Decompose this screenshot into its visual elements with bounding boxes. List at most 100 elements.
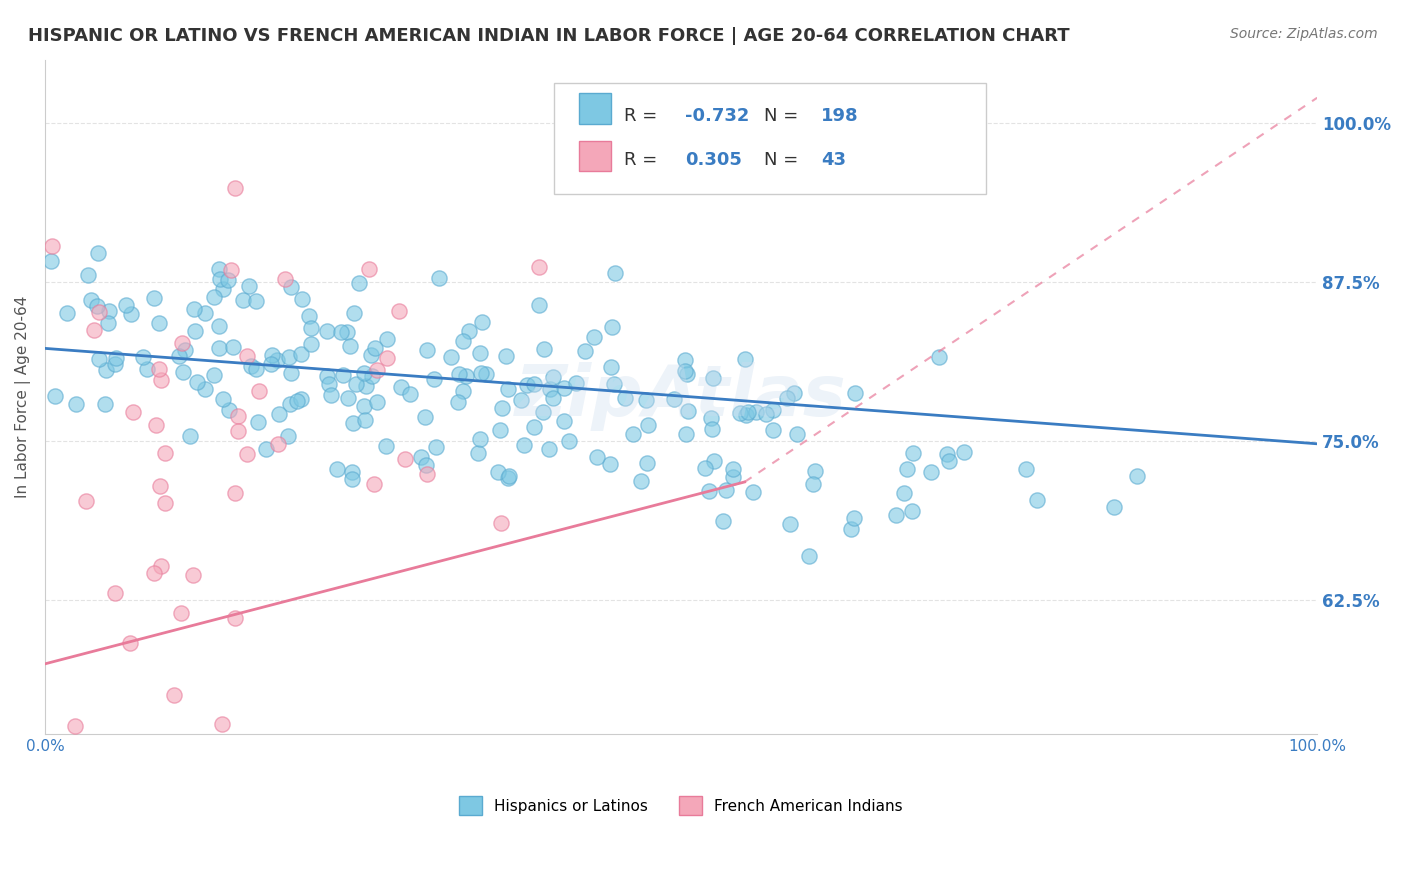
Point: [456, 368, 478, 383]
Point: [316, 368, 339, 383]
Point: [163, 688, 186, 702]
Point: [636, 393, 658, 408]
Point: [599, 457, 621, 471]
Point: [56, 306, 79, 320]
Point: [495, 349, 517, 363]
Point: [415, 458, 437, 472]
Point: [236, 349, 259, 363]
Point: [221, 340, 243, 354]
Point: [533, 342, 555, 356]
Point: [145, 417, 167, 432]
Point: [354, 413, 377, 427]
Point: [553, 414, 575, 428]
Point: [142, 292, 165, 306]
Point: [449, 367, 471, 381]
Point: [238, 278, 260, 293]
FancyBboxPatch shape: [554, 83, 987, 194]
Point: [122, 405, 145, 419]
Point: [277, 429, 299, 443]
Point: [120, 307, 142, 321]
Point: [697, 483, 720, 498]
Point: [340, 472, 363, 486]
Point: [104, 586, 127, 600]
Point: [332, 368, 354, 383]
Point: [928, 350, 950, 364]
Point: [254, 442, 277, 456]
Point: [475, 367, 498, 381]
Point: [364, 341, 387, 355]
Point: [247, 415, 270, 429]
Point: [755, 407, 778, 421]
Point: [413, 409, 436, 424]
Point: [155, 446, 177, 460]
Point: [728, 406, 751, 420]
Point: [172, 335, 194, 350]
Point: [290, 392, 312, 407]
Point: [797, 549, 820, 563]
Point: [212, 282, 235, 296]
Point: [172, 365, 194, 379]
Point: [211, 717, 233, 731]
Point: [360, 368, 382, 383]
Point: [375, 439, 398, 453]
Point: [100, 743, 122, 757]
Point: [247, 384, 270, 399]
Point: [232, 293, 254, 308]
Point: [363, 477, 385, 491]
Point: [409, 450, 432, 464]
Point: [347, 276, 370, 290]
Point: [762, 423, 785, 437]
Point: [783, 385, 806, 400]
Point: [179, 429, 201, 443]
Point: [375, 351, 398, 366]
Point: [148, 362, 170, 376]
Point: [287, 394, 309, 409]
Point: [471, 315, 494, 329]
Point: [621, 426, 644, 441]
Point: [183, 302, 205, 317]
Point: [893, 486, 915, 500]
Point: [224, 181, 246, 195]
Text: 0.305: 0.305: [685, 151, 742, 169]
Point: [65, 397, 87, 411]
Point: [451, 334, 474, 348]
Point: [1102, 500, 1125, 515]
Point: [86, 299, 108, 313]
Point: [1025, 493, 1047, 508]
Point: [440, 350, 463, 364]
Point: [148, 479, 170, 493]
Point: [44, 389, 66, 403]
Point: [702, 371, 724, 385]
Point: [174, 343, 197, 357]
Point: [326, 462, 349, 476]
Point: [700, 410, 723, 425]
Point: [920, 465, 942, 479]
Point: [208, 341, 231, 355]
Point: [366, 394, 388, 409]
Point: [804, 464, 827, 478]
Point: [280, 366, 302, 380]
Point: [89, 352, 111, 367]
Text: 198: 198: [821, 107, 859, 125]
Point: [336, 326, 359, 340]
Point: [936, 447, 959, 461]
Point: [630, 474, 652, 488]
Point: [425, 440, 447, 454]
Point: [416, 343, 439, 358]
Point: [208, 262, 231, 277]
Point: [398, 387, 420, 401]
Point: [510, 393, 533, 408]
Point: [903, 446, 925, 460]
Point: [299, 337, 322, 351]
Point: [94, 397, 117, 411]
Point: [207, 319, 229, 334]
Point: [489, 516, 512, 530]
Text: ZipAtlas: ZipAtlas: [515, 362, 846, 431]
Point: [457, 324, 479, 338]
Point: [98, 304, 121, 318]
Point: [290, 347, 312, 361]
Point: [183, 324, 205, 338]
Point: [734, 351, 756, 366]
Point: [193, 306, 215, 320]
Text: R =: R =: [624, 107, 662, 125]
